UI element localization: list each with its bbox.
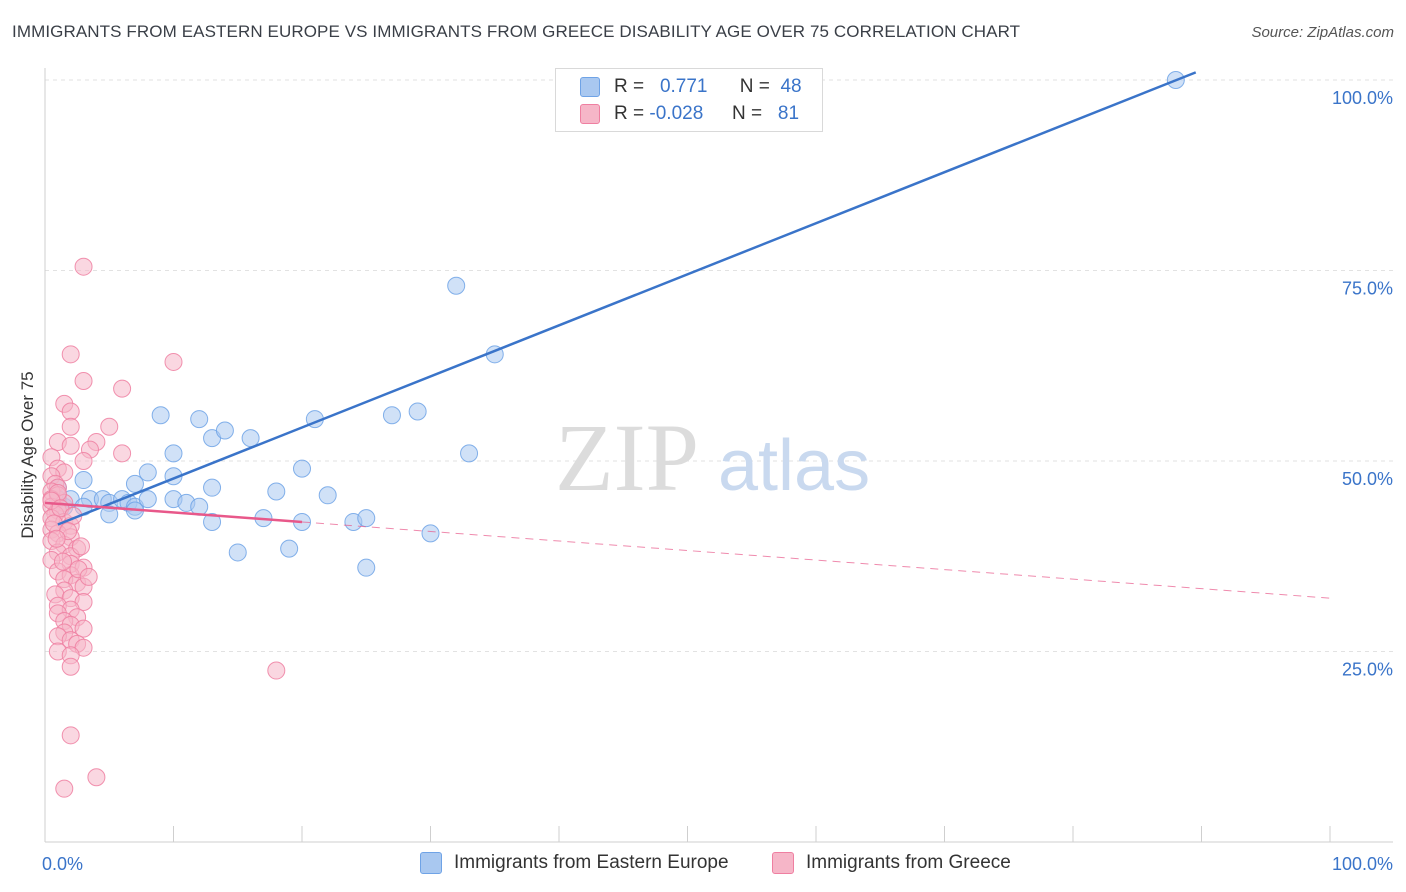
point-eastern-europe	[280, 539, 299, 558]
x-tick-label: 100.0%	[1332, 854, 1393, 874]
point-greece	[61, 436, 80, 455]
point-eastern-europe	[74, 471, 93, 490]
source-label: Source: ZipAtlas.com	[1251, 24, 1394, 41]
watermark: ZIP atlas	[555, 404, 870, 511]
watermark-atlas: atlas	[718, 426, 870, 506]
bottom-legend-greece: Immigrants from Greece	[772, 852, 1011, 874]
point-eastern-europe	[125, 474, 144, 493]
point-eastern-europe	[151, 406, 170, 425]
point-greece	[113, 444, 132, 463]
legend-swatch-pink	[580, 104, 600, 124]
legend-n-label: N =	[731, 103, 763, 124]
point-eastern-europe	[357, 558, 376, 577]
bottom-legend-swatch-blue	[420, 852, 442, 874]
x-tick-label: 0.0%	[42, 854, 83, 874]
point-greece	[61, 417, 80, 436]
point-greece	[87, 768, 106, 787]
point-greece	[47, 529, 66, 548]
point-greece	[164, 352, 183, 371]
bottom-legend-eastern-europe: Immigrants from Eastern Europe	[420, 852, 729, 874]
point-greece	[113, 379, 132, 398]
point-eastern-europe	[164, 444, 183, 463]
point-greece	[55, 779, 74, 798]
point-greece	[61, 345, 80, 364]
y-tick-label: 25.0%	[1342, 660, 1393, 680]
point-eastern-europe	[293, 459, 311, 478]
point-greece	[61, 726, 80, 745]
legend-r-value: -0.028	[649, 103, 704, 124]
gridlines	[45, 79, 1393, 652]
legend-row-eastern-europe: R = 0.771 N = 48	[580, 74, 802, 100]
point-eastern-europe	[138, 463, 157, 482]
chart-title: IMMIGRANTS FROM EASTERN EUROPE VS IMMIGR…	[12, 22, 1021, 41]
y-tick-label: 75.0%	[1342, 279, 1393, 299]
legend-r-value: 0.771	[659, 76, 708, 97]
point-greece	[74, 452, 93, 470]
correlation-legend: R = 0.771 N = 48 R = -0.028 N = 81	[555, 68, 823, 132]
bottom-legend-label: Immigrants from Greece	[806, 852, 1011, 873]
point-greece	[61, 657, 80, 676]
point-greece	[74, 371, 93, 390]
point-eastern-europe	[215, 421, 234, 440]
legend-n-label: N =	[739, 76, 770, 97]
point-eastern-europe	[190, 410, 209, 429]
point-eastern-europe	[447, 276, 466, 295]
point-eastern-europe	[100, 505, 119, 524]
bottom-legend-label: Immigrants from Eastern Europe	[454, 852, 729, 873]
bottom-legend-swatch-pink	[772, 852, 794, 874]
point-eastern-europe	[382, 406, 401, 425]
point-eastern-europe	[357, 509, 376, 528]
y-axis-label: Disability Age Over 75	[18, 371, 37, 538]
point-greece	[53, 552, 72, 571]
point-eastern-europe	[460, 444, 479, 463]
point-eastern-europe	[138, 490, 157, 509]
point-greece	[61, 402, 80, 421]
point-eastern-europe	[318, 486, 337, 505]
legend-swatch-blue	[580, 77, 600, 97]
point-eastern-europe	[421, 524, 440, 543]
legend-n-value: 81	[777, 103, 800, 124]
point-eastern-europe	[203, 512, 222, 531]
watermark-zip: ZIP	[555, 404, 699, 511]
point-greece	[267, 661, 286, 680]
y-tick-label: 50.0%	[1342, 469, 1393, 489]
y-tick-label: 100.0%	[1332, 88, 1393, 108]
point-greece	[74, 257, 93, 276]
point-greece	[74, 619, 93, 638]
point-eastern-europe	[203, 478, 222, 497]
point-eastern-europe	[267, 482, 286, 501]
legend-row-greece: R = -0.028 N = 81	[580, 101, 799, 127]
point-greece	[100, 417, 119, 436]
trend-line-greece-solid	[44, 501, 303, 524]
legend-r-label: R =	[614, 103, 645, 124]
axes: 25.0% 50.0% 75.0% 100.0% 0.0% 100.0%	[42, 68, 1393, 874]
trend-lines	[44, 71, 1331, 599]
trend-line-greece-dashed	[301, 521, 1331, 599]
point-eastern-europe	[408, 402, 427, 421]
point-eastern-europe	[241, 429, 260, 448]
point-eastern-europe	[228, 543, 247, 562]
data-points	[42, 71, 1185, 798]
legend-r-label: R =	[614, 76, 645, 97]
point-greece	[71, 537, 90, 556]
trend-line-eastern-europe	[57, 71, 1197, 526]
legend-n-value: 48	[780, 76, 802, 97]
point-greece	[79, 567, 98, 586]
